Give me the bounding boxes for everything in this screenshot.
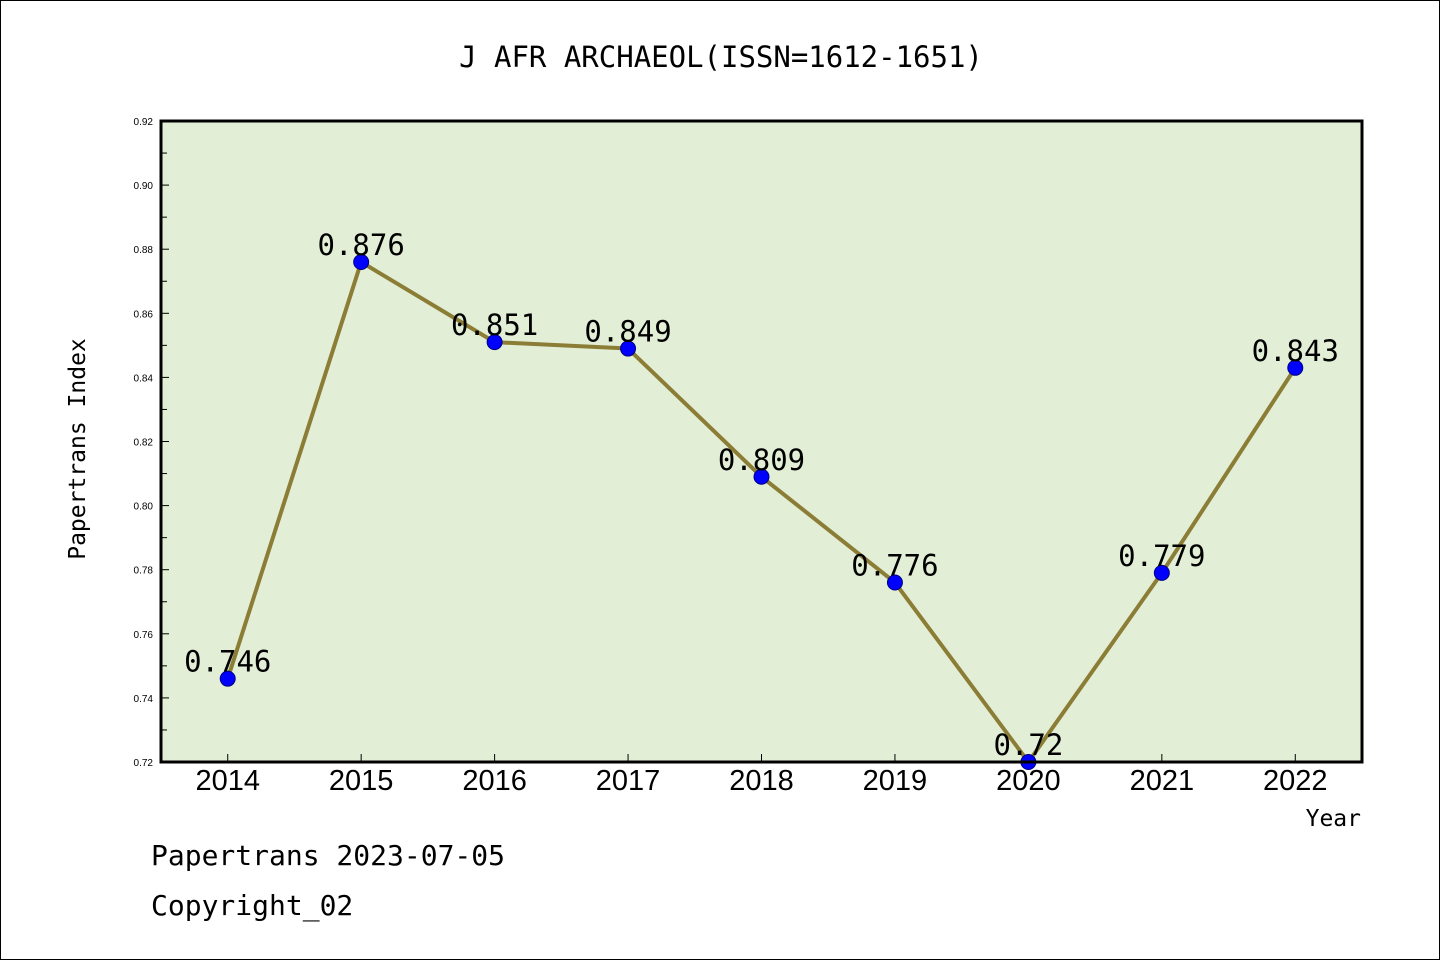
data-point-marker — [486, 334, 503, 351]
y-tick-label: 0.84 — [134, 373, 154, 384]
data-point-marker — [219, 670, 236, 687]
y-tick-label: 0.88 — [134, 245, 154, 256]
y-tick-label: 0.86 — [134, 309, 154, 320]
y-axis: 0.72 0.74 0.76 0.78 0.80 0.82 0.84 0.86 0.88 0.90… — [134, 117, 169, 769]
y-axis-title: Papertrans Index — [65, 338, 91, 560]
x-tick-label: 2022 — [1263, 765, 1328, 797]
y-tick-label: 0.82 — [134, 438, 154, 449]
data-point-marker — [886, 574, 903, 591]
x-tick-label: 2020 — [996, 765, 1061, 797]
x-tick-label: 2014 — [195, 765, 260, 797]
footer-copyright-text: Copyright_02 — [151, 889, 353, 923]
plot-area — [161, 121, 1362, 762]
data-label: 0.843 — [1252, 334, 1339, 368]
data-label: 0.746 — [184, 645, 271, 679]
x-tick-label: 2015 — [329, 765, 394, 797]
series-line-group — [219, 254, 1304, 770]
data-point-marker — [620, 340, 637, 357]
y-tick-label: 0.74 — [134, 694, 154, 705]
data-point-marker — [353, 254, 370, 271]
data-point-marker — [753, 468, 770, 485]
data-label: 0.776 — [851, 549, 938, 583]
x-axis: 2014 2015 2016 2017 2018 2019 2020 2021 2022 — [195, 754, 1328, 797]
x-tick-label: 2018 — [729, 765, 794, 797]
data-label: 0.876 — [318, 228, 405, 262]
y-tick-label: 0.72 — [134, 758, 154, 769]
data-label: 0.809 — [718, 443, 805, 477]
x-tick-label: 2021 — [1130, 765, 1195, 797]
x-tick-label: 2019 — [863, 765, 928, 797]
data-point-marker — [1287, 359, 1304, 376]
x-tick-label: 2016 — [462, 765, 527, 797]
data-label: 0.72 — [993, 728, 1063, 762]
chart-title: J AFR ARCHAEOL(ISSN=1612-1651) — [459, 40, 983, 74]
y-tick-label: 0.78 — [134, 566, 154, 577]
x-tick-label: 2017 — [596, 765, 661, 797]
footer-date-text: Papertrans 2023-07-05 — [151, 839, 505, 872]
y-tick-label: 0.90 — [134, 181, 154, 192]
y-tick-label: 0.92 — [134, 117, 154, 128]
data-label: 0.849 — [584, 315, 671, 349]
y-tick-label: 0.76 — [134, 630, 154, 641]
y-tick-label: 0.80 — [134, 502, 154, 513]
data-label: 0.779 — [1118, 539, 1205, 573]
data-point-marker — [1153, 564, 1170, 581]
data-label: 0.851 — [451, 308, 538, 342]
plot-frame — [159, 119, 1364, 764]
data-label-group: 0.746 0.876 0.851 0.849 0.809 0.776 0.72 0.779 0… — [184, 228, 1339, 762]
x-axis-title: Year — [1306, 806, 1361, 832]
